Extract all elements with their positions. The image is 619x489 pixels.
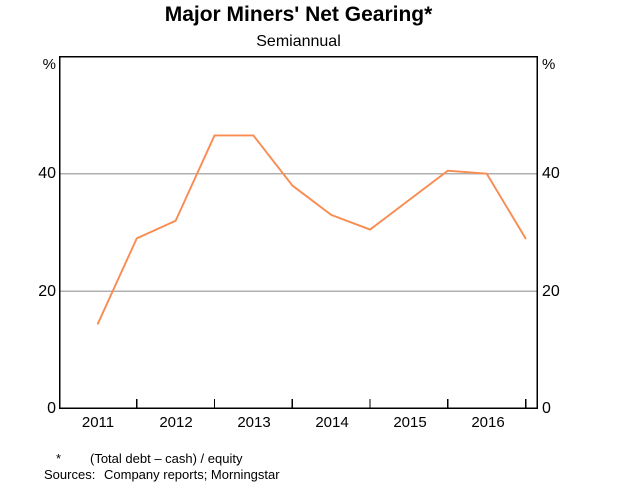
data-line bbox=[96, 134, 527, 325]
x-tick-label-2014: 2014 bbox=[315, 414, 349, 431]
chart-frame bbox=[59, 56, 538, 409]
y-axis-unit-left: % bbox=[42, 56, 56, 73]
x-tick-label-2012: 2012 bbox=[159, 414, 193, 431]
y-tick-label-left-0: 0 bbox=[47, 400, 56, 417]
x-tick-label-2011: 2011 bbox=[81, 414, 115, 431]
footnote-marker: * bbox=[56, 451, 62, 466]
x-tick-label-2015: 2015 bbox=[393, 414, 427, 431]
sources-label: Sources: bbox=[44, 467, 96, 482]
chart-subtitle: Semiannual bbox=[256, 33, 341, 50]
x-tick-label-2013: 2013 bbox=[237, 414, 271, 431]
y-tick-label-right-20: 20 bbox=[542, 283, 560, 300]
y-tick-label-right-40: 40 bbox=[542, 165, 560, 182]
plot-area bbox=[59, 56, 538, 409]
x-tick-label-2016: 2016 bbox=[471, 414, 505, 431]
y-tick-label-left-20: 20 bbox=[38, 283, 56, 300]
footnote-text: (Total debt – cash) / equity bbox=[90, 451, 243, 466]
y-axis-unit-right: % bbox=[542, 56, 556, 73]
sources-text: Company reports; Morningstar bbox=[104, 467, 280, 482]
chart-title: Major Miners' Net Gearing* bbox=[164, 3, 433, 26]
y-tick-label-left-40: 40 bbox=[38, 165, 56, 182]
y-tick-label-right-0: 0 bbox=[542, 400, 551, 417]
